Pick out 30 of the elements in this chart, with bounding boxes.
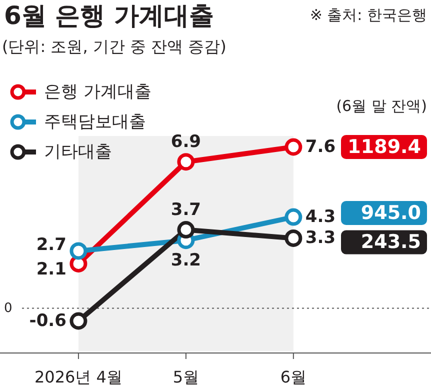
point <box>177 153 195 171</box>
point <box>70 312 88 330</box>
point <box>177 221 195 239</box>
chart-subtitle: (단위: 조원, 기간 중 잔액 증감) <box>2 37 226 56</box>
text: ※ 출처: 한국은행 <box>310 6 427 24</box>
x-tick-label: 5월 <box>172 368 200 386</box>
point <box>284 208 302 226</box>
data-label: 2.7 <box>36 234 66 255</box>
data-label: 3.7 <box>170 200 202 220</box>
x-tick-label: 6월 <box>280 368 307 386</box>
point <box>284 229 302 247</box>
chart-title: 6월 은행 가계대출 <box>4 1 214 30</box>
legend-label: 은행 가계대출 <box>44 82 152 102</box>
data-label: 2.1 <box>36 260 66 280</box>
data-label: 7.6 <box>305 137 336 157</box>
data-label: 3.3 <box>305 228 336 248</box>
x-tick-label: 2026년 4월 <box>34 368 122 386</box>
legend-label: 기타대출 <box>44 142 112 162</box>
point <box>284 138 302 156</box>
ref-line-label: 0 <box>4 300 12 316</box>
data-label: 3.2 <box>170 250 202 270</box>
annotation: 243.5 <box>360 231 421 254</box>
annotation: 1189.4 <box>348 136 421 158</box>
data-label: 6.9 <box>170 132 202 152</box>
text: (6월 말 잔액) <box>336 97 427 115</box>
annotation: 945.0 <box>360 202 421 224</box>
legend-label: 주택담보대출 <box>44 112 146 132</box>
point <box>70 242 88 260</box>
data-label: -0.6 <box>29 311 66 331</box>
data-label: 4.3 <box>305 207 336 228</box>
